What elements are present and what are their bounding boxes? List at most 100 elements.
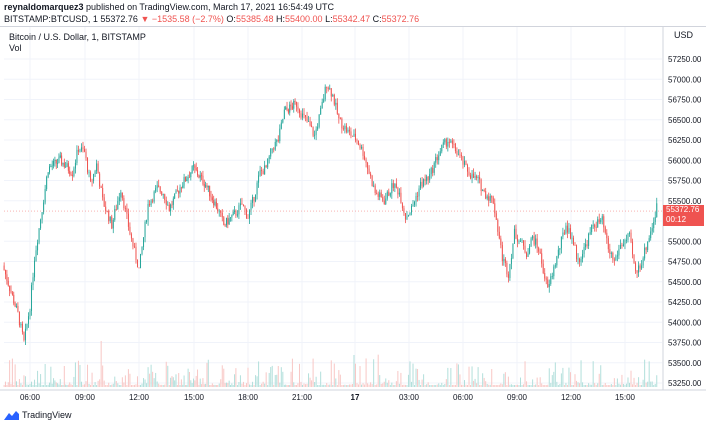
- volume-bar: [153, 378, 155, 387]
- volume-bar: [418, 379, 420, 387]
- volume-bar: [312, 358, 314, 387]
- volume-bar: [156, 381, 158, 387]
- candle-body: [158, 185, 160, 187]
- volume-bar: [305, 384, 307, 387]
- candle-body: [214, 201, 216, 206]
- candle-body: [424, 179, 426, 181]
- candle-body: [317, 126, 319, 130]
- volume-bar: [170, 377, 172, 387]
- volume-bar: [557, 384, 559, 387]
- volume-bar: [503, 373, 505, 387]
- volume-bar: [386, 382, 388, 387]
- candle-body: [112, 219, 114, 229]
- volume-bar: [210, 384, 212, 387]
- volume-bar: [374, 384, 376, 387]
- candle-body: [171, 204, 173, 206]
- volume-bar: [283, 384, 285, 387]
- candle-body: [427, 176, 429, 181]
- candle-body: [84, 149, 85, 152]
- candle-body: [87, 157, 89, 173]
- volume-bar: [597, 383, 599, 387]
- volume-bar: [335, 378, 337, 387]
- candle-body: [294, 100, 296, 102]
- volume-bar: [601, 384, 603, 387]
- candle-body: [426, 176, 428, 181]
- candle-body: [351, 135, 353, 137]
- candle-body: [227, 217, 229, 225]
- volume-legend[interactable]: Vol: [9, 43, 22, 53]
- volume-bar: [38, 383, 40, 387]
- candle-body: [513, 228, 515, 244]
- volume-bar: [135, 384, 137, 387]
- candle-body: [244, 206, 246, 210]
- candle-body: [612, 252, 614, 260]
- volume-bar: [238, 382, 240, 387]
- volume-bar: [364, 384, 366, 387]
- volume-bar: [79, 364, 81, 387]
- candle-body: [644, 247, 646, 259]
- volume-bar: [249, 384, 251, 387]
- volume-bar: [376, 384, 378, 387]
- volume-bar: [497, 384, 499, 387]
- volume-bar: [326, 382, 328, 387]
- tradingview-logo[interactable]: TradingView: [4, 410, 72, 420]
- volume-bar: [385, 378, 387, 387]
- candle-body: [85, 151, 87, 158]
- candle-body: [451, 140, 453, 144]
- currency-label[interactable]: USD: [672, 30, 696, 40]
- candle-body: [494, 203, 496, 214]
- volume-bar: [47, 384, 49, 387]
- volume-bar: [147, 367, 149, 387]
- candle-body: [411, 205, 412, 213]
- y-tick-label: 53500.00: [668, 359, 702, 368]
- volume-bar: [504, 372, 506, 387]
- candle-body: [88, 172, 90, 174]
- volume-bar: [336, 384, 338, 387]
- candle-body: [231, 215, 233, 218]
- volume-bar: [550, 382, 552, 387]
- candle-body: [613, 259, 615, 261]
- volume-bar: [7, 382, 9, 387]
- volume-bar: [50, 366, 52, 387]
- volume-bar: [427, 382, 429, 387]
- candle-body: [594, 224, 596, 228]
- volume-bar: [291, 358, 293, 387]
- candle-body: [371, 175, 373, 187]
- candle-body: [653, 221, 655, 229]
- candle-body: [389, 193, 391, 196]
- author-name[interactable]: reynaldomarquez3: [4, 2, 84, 12]
- candle-body: [507, 274, 509, 278]
- candle-body: [383, 200, 385, 205]
- volume-bar: [112, 383, 114, 387]
- volume-bar: [423, 374, 425, 387]
- candle-body: [303, 113, 305, 116]
- volume-bar: [358, 384, 360, 387]
- volume-bar: [450, 368, 452, 387]
- candle-body: [492, 197, 494, 204]
- volume-bar: [510, 384, 512, 387]
- candle-body: [635, 263, 637, 271]
- volume-bar: [424, 384, 426, 387]
- candle-body: [435, 157, 437, 163]
- candle-body: [341, 118, 343, 129]
- volume-bar: [627, 377, 629, 387]
- volume-bar: [44, 364, 46, 387]
- volume-bar: [459, 374, 461, 387]
- chart-legend-title[interactable]: Bitcoin / U.S. Dollar, 1, BITSTAMP: [9, 32, 146, 42]
- volume-bar: [433, 384, 435, 387]
- candle-body: [40, 219, 42, 229]
- volume-bar: [123, 382, 125, 387]
- candle-body: [109, 216, 111, 222]
- candle-body: [622, 244, 624, 246]
- candle-body: [436, 157, 438, 161]
- candle-body: [395, 183, 397, 188]
- volume-bar: [479, 384, 481, 387]
- candle-body: [114, 209, 116, 220]
- candle-body: [267, 159, 269, 168]
- candle-body: [178, 191, 180, 194]
- candle-body: [130, 234, 132, 239]
- candle-body: [209, 185, 211, 197]
- volume-bar: [329, 384, 331, 387]
- candle-body: [280, 122, 282, 129]
- price-chart[interactable]: 57250.00 57000.00 56750.00 56500.00 56250.00…: [0, 27, 706, 407]
